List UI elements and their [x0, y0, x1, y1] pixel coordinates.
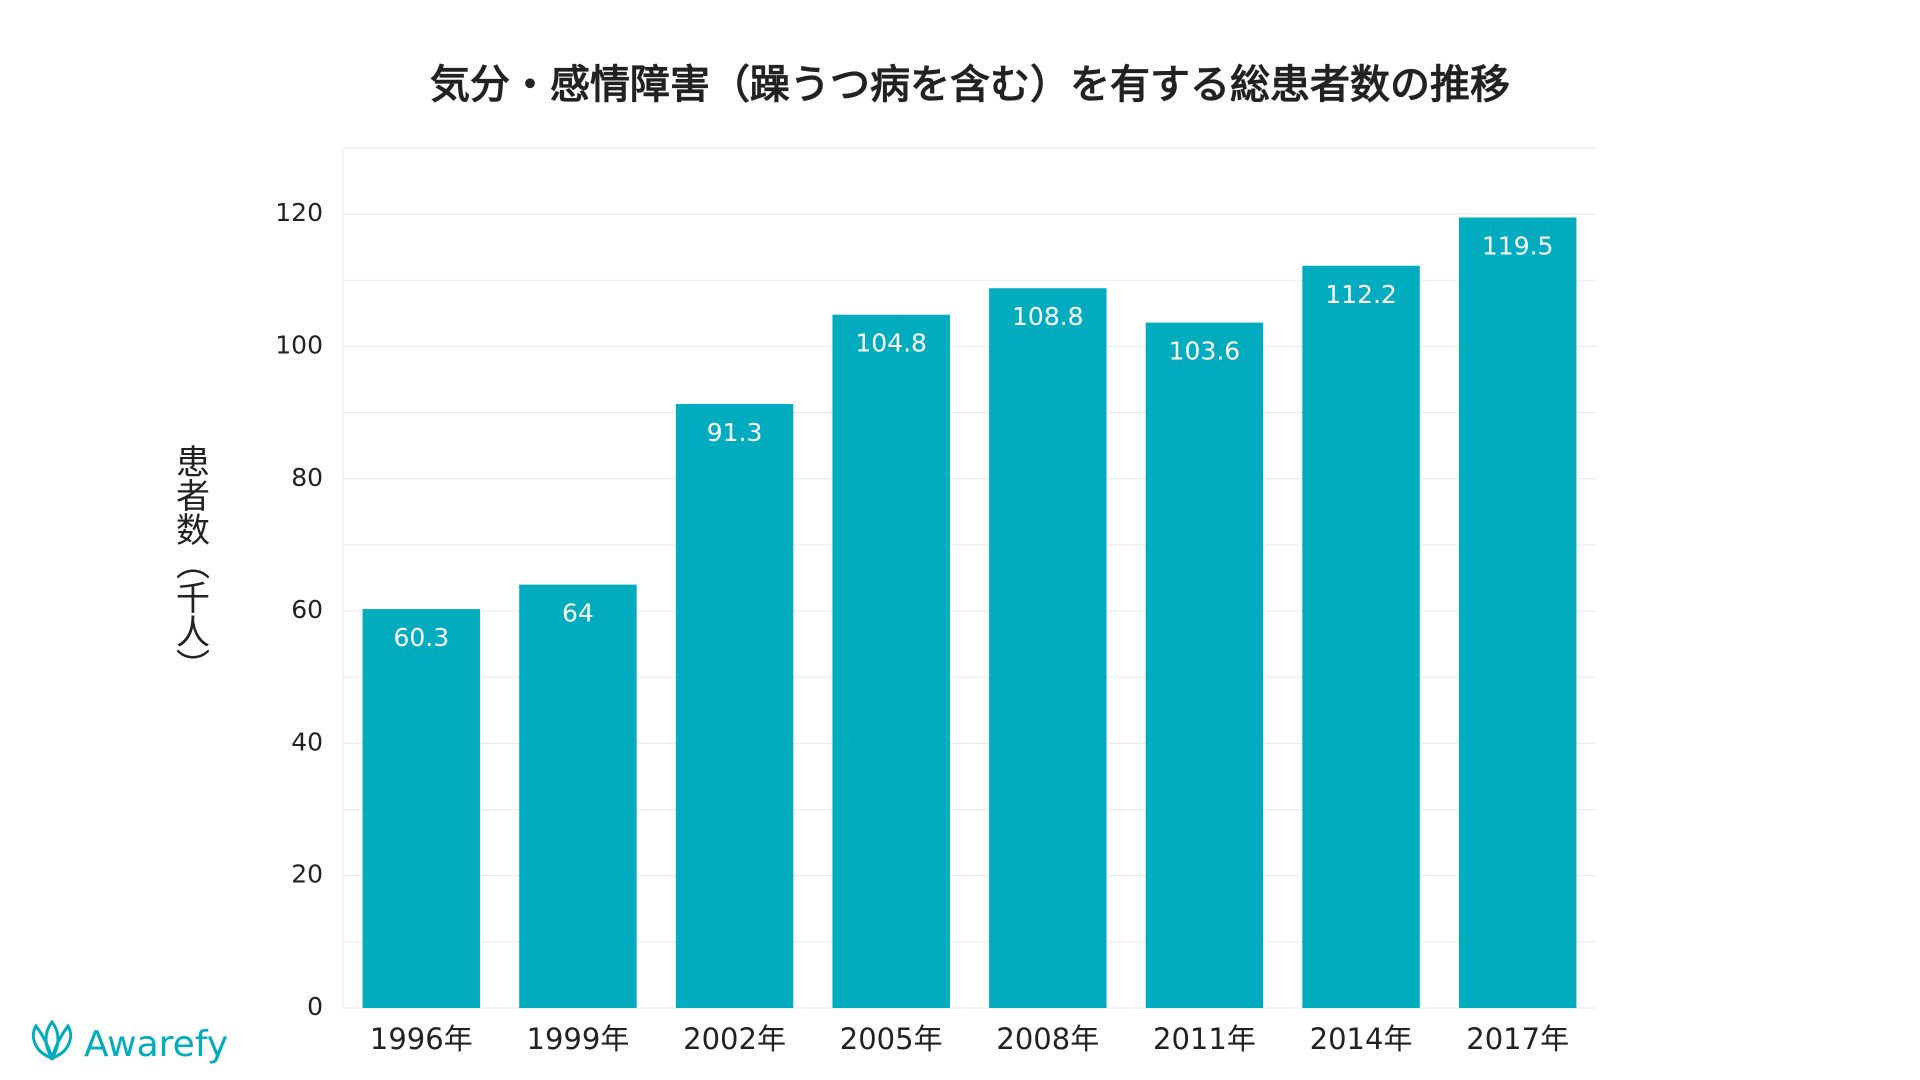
- chart-title: 気分・感情障害（躁うつ病を含む）を有する総患者数の推移: [430, 62, 1510, 108]
- x-tick-label: 1996年: [370, 1022, 473, 1056]
- y-tick-label: 0: [307, 992, 323, 1021]
- bar: [1458, 217, 1577, 1008]
- x-tick-label: 2008年: [996, 1022, 1099, 1056]
- bar: [1302, 265, 1420, 1008]
- y-tick-label: 100: [275, 330, 323, 359]
- x-tick-label: 2014年: [1310, 1022, 1413, 1056]
- bar: [832, 314, 950, 1008]
- value-label: 112.2: [1325, 280, 1397, 309]
- x-tick-label: 2005年: [840, 1022, 943, 1056]
- value-label: 60.3: [393, 623, 449, 652]
- bar: [1145, 322, 1264, 1009]
- logo: [31, 1019, 73, 1061]
- logo-petal: [44, 1019, 60, 1061]
- y-tick-label: 40: [291, 727, 323, 756]
- value-label: 91.3: [707, 418, 763, 447]
- y-tick-label: 60: [291, 595, 323, 624]
- y-tick-label: 20: [291, 860, 323, 889]
- bar: [362, 609, 481, 1008]
- bar: [675, 404, 794, 1008]
- x-tick-label: 1999年: [527, 1022, 630, 1056]
- y-tick-label: 120: [275, 198, 323, 227]
- x-tick-label: 2002年: [683, 1022, 786, 1056]
- value-label: 108.8: [1012, 302, 1084, 331]
- bar: [519, 584, 637, 1008]
- y-tick-label: 80: [291, 463, 323, 492]
- value-label: 103.6: [1169, 337, 1241, 366]
- x-tick-label: 2011年: [1153, 1022, 1256, 1056]
- x-tick-label: 2017年: [1466, 1022, 1569, 1056]
- value-label: 104.8: [855, 329, 927, 358]
- value-label: 119.5: [1482, 231, 1554, 260]
- logo-text: Awarefy: [84, 1024, 228, 1065]
- bar: [989, 288, 1107, 1008]
- value-label: 64: [562, 599, 594, 628]
- y-axis-label: 患者数（千人）: [170, 444, 210, 682]
